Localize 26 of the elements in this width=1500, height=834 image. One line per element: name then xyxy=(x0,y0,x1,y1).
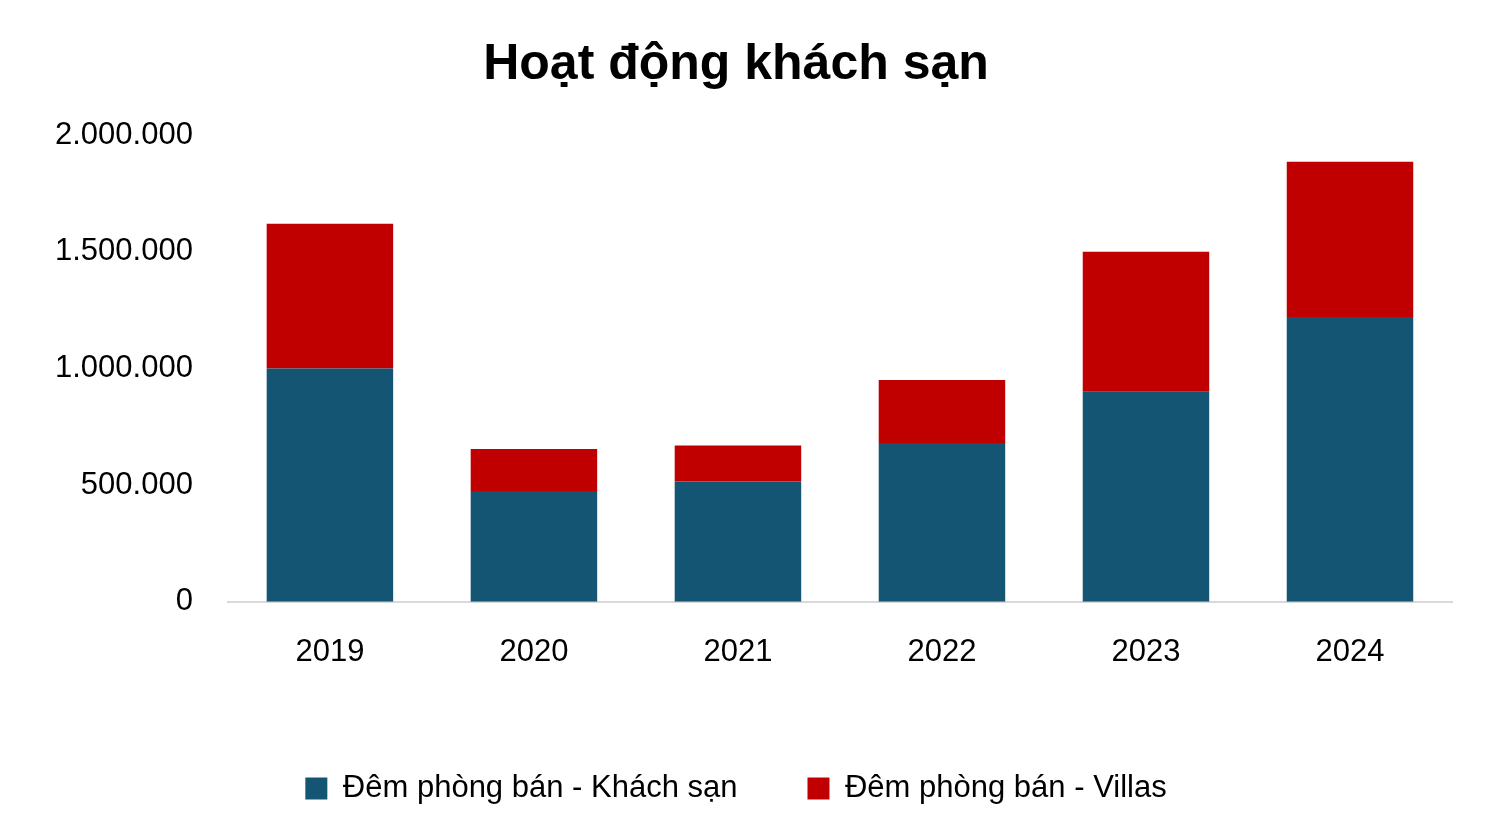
y-tick-label: 1.500.000 xyxy=(54,232,193,268)
x-tick-label: 2022 xyxy=(907,632,977,668)
legend-label: Đêm phòng bán - Villas xyxy=(844,769,1167,805)
x-tick-label: 2019 xyxy=(295,632,365,668)
x-tick-label: 2023 xyxy=(1111,632,1181,668)
y-tick-label: 1.000.000 xyxy=(54,348,193,384)
bar xyxy=(1082,251,1210,392)
bar xyxy=(1286,161,1414,318)
chart-title: Hoạt động khách sạn xyxy=(483,33,989,90)
legend-label: Đêm phòng bán - Khách sạn xyxy=(342,769,738,805)
bar xyxy=(1082,391,1210,602)
bar xyxy=(470,448,598,491)
y-tick-label: 0 xyxy=(175,582,193,618)
y-tick-label: 2.000.000 xyxy=(54,115,193,151)
x-tick-label: 2021 xyxy=(703,632,773,668)
bar xyxy=(266,223,394,369)
bar xyxy=(1286,317,1414,602)
bar xyxy=(674,481,802,602)
x-tick-label: 2020 xyxy=(499,632,569,668)
bar xyxy=(878,443,1006,602)
bar xyxy=(878,380,1006,444)
x-tick-label: 2024 xyxy=(1315,632,1385,668)
bar xyxy=(470,490,598,602)
bar xyxy=(266,368,394,602)
bar xyxy=(674,445,802,482)
y-tick-label: 500.000 xyxy=(80,465,193,501)
